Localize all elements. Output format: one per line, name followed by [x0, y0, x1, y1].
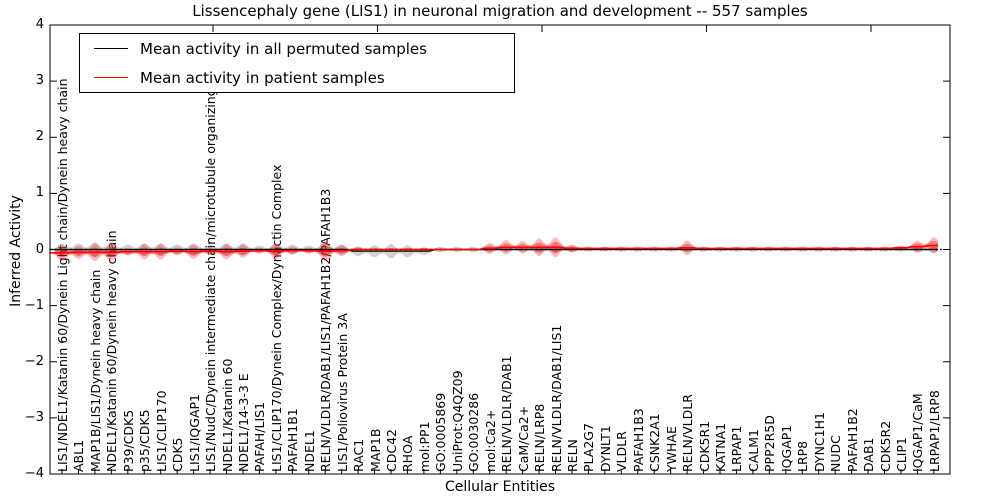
chart-title: Lissencephaly gene (LIS1) in neuronal mi…	[192, 2, 808, 20]
legend-label-permuted: Mean activity in all permuted samples	[140, 39, 427, 58]
y-tick-label: −4	[24, 466, 44, 481]
x-tick-label: LIS1/Poliovirus Protein 3A	[334, 313, 350, 472]
y-tick-label: 4	[35, 17, 44, 32]
x-axis-label: Cellular Entities	[444, 479, 556, 495]
x-tick-label: RELN/VLDLR/DAB1	[499, 355, 515, 472]
x-tick-label: CDC42	[384, 429, 399, 472]
y-tick-label: 0	[35, 241, 44, 257]
patient-mean-line	[50, 244, 938, 254]
x-tick-label: RELN	[564, 439, 580, 472]
x-tick-label: DAB1	[861, 437, 877, 473]
x-tick-label: NDEL1/14-3-3 E	[235, 373, 251, 472]
x-tick-label: CALM1	[745, 429, 761, 472]
x-tick-label: GO:0030286	[466, 392, 482, 472]
x-tick-label: LRPAP1/LRP8	[926, 390, 942, 472]
y-tick-label: −1	[24, 297, 44, 313]
x-tick-label: RELN/LRP8	[532, 403, 548, 472]
x-tick-label: PPP2R5D	[762, 415, 778, 472]
x-tick-label: PAFAH1B2	[844, 408, 860, 472]
x-tick-label: CLIP1	[893, 437, 909, 472]
patient-distribution-band-inner	[50, 240, 938, 258]
y-tick-label: 3	[35, 73, 44, 89]
x-tick-label: LIS1/IQGAP1	[186, 393, 202, 472]
x-tick-label: CDK5	[170, 437, 186, 472]
legend-line-black	[94, 48, 128, 49]
legend-item-patient: Mean activity in patient samples	[80, 68, 514, 88]
patient-distribution-band-outer	[50, 237, 938, 262]
x-tick-label: DYNC1H1	[811, 412, 827, 472]
x-tick-label: VLDLR	[614, 431, 630, 472]
x-tick-label: MAP1B	[367, 428, 383, 472]
x-tick-label: CSNK2A1	[647, 413, 663, 472]
legend-line-red	[94, 77, 128, 78]
x-tick-label: IQGAP1	[778, 424, 794, 472]
x-tick-label: CaM/Ca2+	[515, 405, 531, 472]
x-tick-label: IQGAP1/CaM	[910, 393, 926, 472]
x-tick-label: PLA2G7	[581, 423, 597, 472]
x-tick-label: GO:0005869	[433, 392, 449, 472]
x-tick-label: mol:PP1	[416, 421, 432, 472]
y-tick-label: 1	[35, 185, 44, 201]
x-tick-label: RELN/VLDLR/DAB1/LIS1/PAFAH1B2/PAFAH1B3	[318, 188, 334, 472]
x-tick-label: PAFAH/LIS1	[252, 401, 268, 472]
x-tick-label: p35/CDK5	[137, 409, 153, 472]
permuted-mean-line	[50, 248, 938, 252]
x-tick-label: LIS1/CLIP170	[153, 390, 169, 472]
x-tick-label: RELN/VLDLR/DAB1/LIS1	[548, 324, 564, 472]
x-tick-label: YWHAE	[663, 426, 679, 472]
x-tick-label: NUDC	[828, 435, 844, 472]
x-tick-label: LIS1/CLIP170/Dynein Complex/Dynactin Com…	[268, 164, 284, 472]
y-tick-label: −2	[24, 353, 44, 369]
x-tick-label: LRPAP1	[729, 425, 745, 472]
x-tick-label: ABL1	[71, 439, 87, 472]
x-tick-label: UniProt:Q4QZ09	[449, 370, 465, 472]
legend-item-permuted: Mean activity in all permuted samples	[80, 39, 514, 59]
x-tick-label: P39/CDK5	[120, 409, 136, 472]
x-tick-label: MAP1B/LIS1/Dynein heavy chain	[87, 269, 103, 472]
x-tick-label: DYNLT1	[597, 425, 613, 472]
x-tick-label: mol:Ca2+	[482, 409, 498, 472]
legend: Mean activity in all permuted samples Me…	[79, 33, 515, 93]
x-tick-label: NDEL1/Katanin 60/Dynein heavy chain	[104, 230, 120, 472]
x-tick-label: CDK5R2	[877, 420, 893, 472]
x-tick-label: KATNA1	[713, 422, 728, 472]
permuted-distribution-band	[50, 242, 938, 259]
y-tick-label: 2	[35, 129, 44, 145]
x-tick-label: PAFAH1B3	[630, 408, 646, 472]
y-tick-label: −3	[24, 409, 44, 425]
x-tick-label: RELN/VLDLR	[680, 394, 696, 472]
x-tick-label: PAFAH1B1	[285, 408, 301, 472]
x-tick-label: LIS1/NDEL1/Katanin 60/Dynein Light chain…	[55, 78, 70, 473]
x-tick-label: LIS1/NudC/Dynein intermediate chain/micr…	[203, 44, 219, 472]
x-tick-label: CDK5R1	[696, 420, 712, 472]
x-tick-label: LRP8	[795, 440, 811, 472]
legend-label-patient: Mean activity in patient samples	[140, 68, 385, 87]
x-tick-label: RAC1	[351, 438, 367, 472]
x-tick-label: NDEL1/Katanin 60	[219, 358, 235, 472]
x-tick-label: RHOA	[400, 435, 416, 472]
x-tick-label: NDEL1	[301, 430, 317, 472]
